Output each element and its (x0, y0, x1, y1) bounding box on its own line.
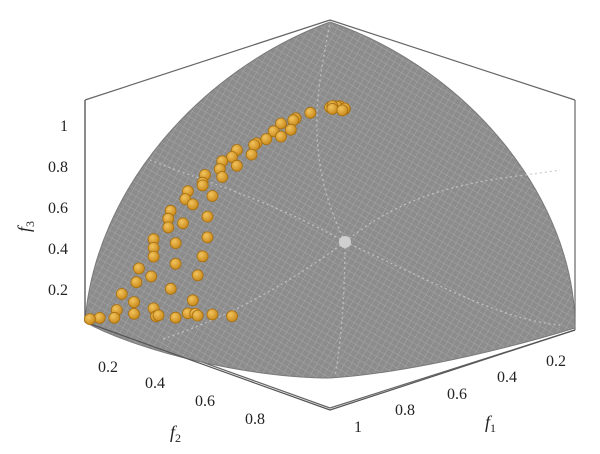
scatter-point (201, 231, 214, 244)
scatter-point (128, 296, 140, 309)
scatter-point (130, 276, 143, 289)
box-edge (329, 19, 576, 101)
scatter-point (245, 148, 258, 161)
scatter-point (206, 190, 219, 202)
scatter-point (196, 250, 209, 263)
scatter-point (216, 171, 229, 183)
f1-axis-label: f1 (485, 412, 496, 435)
scatter-point (206, 308, 219, 321)
f2-axis-label: f2 (170, 422, 181, 445)
meridian (344, 169, 561, 243)
axis-lines (84, 100, 576, 411)
scatter-point (84, 313, 96, 326)
f3-axis-label: f3 (14, 221, 37, 232)
scatter-point (196, 179, 209, 192)
scatter-point (128, 307, 140, 320)
scatter-point (326, 102, 339, 115)
f1-tick-label: 0.4 (497, 369, 517, 386)
surface-pole (339, 236, 351, 248)
scatter-point (230, 159, 243, 172)
f3-ticks: 0.2 0.4 0.6 0.8 1 (48, 118, 68, 299)
f3-tick-label: 0.2 (48, 282, 68, 299)
scatter-point (201, 210, 214, 223)
scatter-point (164, 282, 177, 295)
surface-meridians (149, 21, 561, 377)
scatter-point (147, 250, 160, 263)
f2-axis-line (84, 321, 331, 411)
scatter-point (304, 106, 317, 119)
scatter-point (108, 311, 121, 324)
meridian (316, 21, 346, 243)
scatter-point (162, 221, 175, 234)
scatter-point (284, 123, 297, 136)
f3-tick-label: 0.6 (48, 200, 68, 217)
f1-tick-label: 0.8 (395, 402, 415, 419)
scatter-point (115, 288, 128, 300)
scatter-point (226, 151, 238, 163)
f1-axis-line (329, 329, 576, 411)
scatter-point (191, 309, 204, 322)
f2-tick-label: 0.8 (245, 411, 265, 428)
scatter-point (226, 310, 238, 323)
f2-tick-label: 0.6 (195, 393, 215, 410)
f1-tick-label: 0.6 (447, 386, 467, 403)
scatter-point (145, 270, 158, 283)
scatter-point (186, 294, 199, 307)
scatter-point (152, 309, 165, 322)
f1-ticks: 1 0.8 0.6 0.4 0.2 (354, 353, 566, 436)
meridian (149, 159, 346, 243)
f1-tick-label: 0.2 (546, 353, 566, 370)
meridian (159, 241, 346, 341)
f3-tick-label: 0.8 (48, 159, 68, 176)
scatter-point (169, 257, 182, 270)
scatter-point (177, 217, 189, 230)
scatter-point (169, 311, 182, 324)
scatter-points (84, 100, 351, 326)
scatter-point (191, 269, 204, 282)
f2-tick-label: 0.2 (98, 359, 118, 376)
pareto-surface (84, 21, 576, 379)
scatter-point (275, 130, 287, 143)
scatter-point (169, 237, 182, 250)
scatter-point (275, 117, 287, 130)
f1-tick-label: 1 (354, 419, 362, 436)
scatter-point (336, 104, 349, 117)
f2-tick-label: 0.4 (145, 375, 165, 392)
box-edge (84, 19, 331, 101)
scatter-point (93, 311, 106, 324)
scatter-point (132, 262, 145, 275)
scatter-point (260, 133, 273, 146)
f3-tick-label: 1 (60, 118, 68, 135)
f2-ticks: 0.2 0.4 0.6 0.8 (98, 359, 265, 428)
scatter-point (186, 198, 199, 211)
f3-tick-label: 0.4 (48, 241, 68, 258)
